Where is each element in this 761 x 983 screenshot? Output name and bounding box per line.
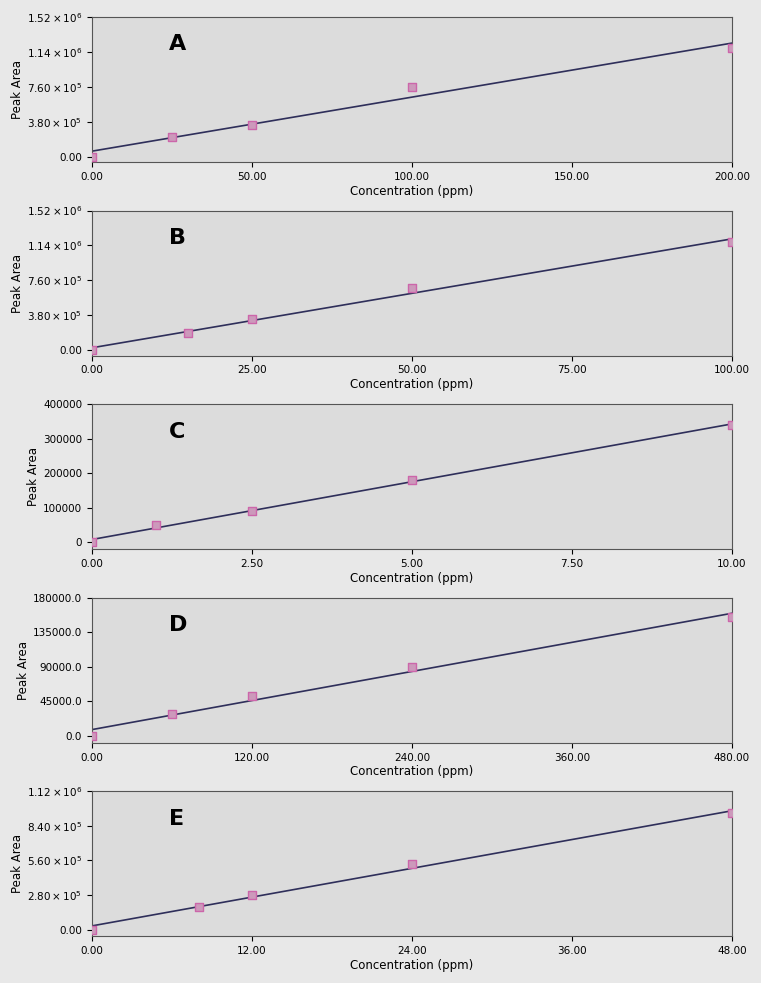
- Text: C: C: [169, 422, 185, 441]
- X-axis label: Concentration (ppm): Concentration (ppm): [350, 766, 473, 779]
- Point: [86, 728, 98, 744]
- Point: [726, 40, 738, 56]
- Y-axis label: Peak Area: Peak Area: [11, 60, 24, 119]
- Point: [726, 234, 738, 250]
- Point: [150, 517, 162, 533]
- X-axis label: Concentration (ppm): Concentration (ppm): [350, 572, 473, 585]
- Point: [406, 472, 418, 488]
- Point: [406, 659, 418, 674]
- Y-axis label: Peak Area: Peak Area: [11, 835, 24, 894]
- X-axis label: Concentration (ppm): Concentration (ppm): [350, 185, 473, 198]
- Text: D: D: [169, 615, 187, 635]
- Point: [166, 129, 178, 145]
- Point: [406, 79, 418, 94]
- Point: [726, 417, 738, 433]
- Y-axis label: Peak Area: Peak Area: [27, 447, 40, 506]
- Point: [246, 503, 258, 519]
- Point: [246, 688, 258, 704]
- Point: [166, 707, 178, 723]
- X-axis label: Concentration (ppm): Concentration (ppm): [350, 958, 473, 972]
- Text: E: E: [169, 809, 184, 829]
- Point: [726, 805, 738, 821]
- Point: [246, 887, 258, 902]
- Point: [726, 609, 738, 625]
- Point: [86, 922, 98, 938]
- Point: [406, 280, 418, 296]
- Text: A: A: [169, 34, 186, 54]
- Point: [406, 856, 418, 872]
- Point: [246, 312, 258, 327]
- Text: B: B: [169, 228, 186, 248]
- Point: [86, 535, 98, 550]
- Y-axis label: Peak Area: Peak Area: [18, 641, 30, 700]
- Y-axis label: Peak Area: Peak Area: [11, 254, 24, 313]
- Point: [86, 342, 98, 358]
- X-axis label: Concentration (ppm): Concentration (ppm): [350, 378, 473, 391]
- Point: [193, 898, 205, 914]
- Point: [182, 325, 194, 341]
- Point: [86, 148, 98, 164]
- Point: [246, 117, 258, 133]
